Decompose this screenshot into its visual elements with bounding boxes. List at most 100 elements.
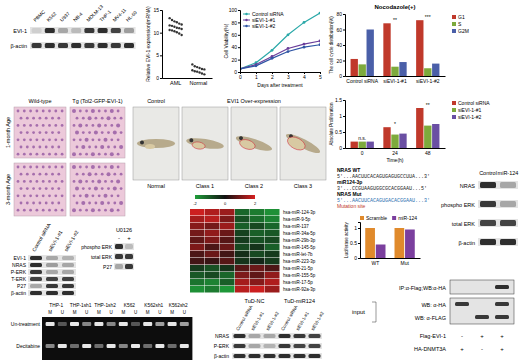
band — [71, 28, 81, 33]
cell — [29, 138, 32, 141]
cell — [39, 117, 42, 120]
bar — [391, 135, 398, 148]
tick-mark — [238, 60, 240, 61]
cell — [120, 187, 123, 190]
band — [125, 264, 133, 269]
cell — [36, 194, 39, 197]
cell — [97, 123, 101, 127]
band — [480, 182, 496, 188]
cell — [265, 251, 280, 258]
cell — [220, 265, 235, 272]
band — [294, 344, 306, 348]
point — [168, 17, 170, 19]
tick-label: siEVI-1-#1 — [383, 78, 407, 84]
plot-area — [351, 20, 440, 76]
cell — [235, 237, 250, 244]
tick-label: 2 — [271, 74, 274, 80]
point — [176, 26, 178, 28]
cell — [110, 152, 114, 156]
cell — [107, 116, 111, 120]
cell — [48, 138, 51, 141]
legend-swatch — [243, 14, 250, 15]
row-label: β-actin — [10, 43, 27, 49]
cell — [104, 138, 108, 142]
band — [500, 239, 516, 245]
membrane — [232, 333, 322, 339]
cell — [45, 187, 48, 190]
bar — [391, 67, 398, 76]
sign: + — [500, 346, 504, 352]
cell — [32, 202, 35, 205]
point — [303, 43, 306, 46]
cell — [110, 208, 114, 212]
row-label: P-ERK — [11, 269, 27, 275]
cell — [20, 187, 23, 190]
bar — [365, 228, 375, 258]
band — [168, 322, 177, 326]
band — [500, 182, 516, 188]
legend-swatch — [452, 115, 456, 119]
bar-chart: 00.51WTMutLuciferase activityScramblemiR… — [344, 215, 421, 266]
cell — [104, 153, 107, 156]
point — [198, 67, 200, 69]
cell — [235, 223, 250, 230]
cell — [120, 173, 123, 176]
tick-mark — [358, 258, 360, 259]
membrane — [30, 27, 136, 34]
cell — [104, 166, 107, 169]
figure-container: 051015AMLNormalRelative EVI-1 expression… — [0, 0, 520, 363]
cell — [107, 202, 110, 205]
fish-yolk — [192, 141, 206, 150]
tick: 0 — [354, 255, 360, 261]
annotation: n.s. — [358, 135, 366, 141]
row-label: hsa-miR-92a-3p — [283, 287, 316, 292]
lane-label: K562sh2 — [169, 303, 188, 308]
point — [191, 69, 193, 71]
cell — [235, 251, 250, 258]
axis: Control siRNAsiEVI-1-#1siEVI-1-#2 — [346, 76, 446, 84]
cell — [113, 131, 117, 135]
cell — [82, 187, 85, 190]
cell — [235, 286, 250, 293]
cell — [92, 138, 95, 141]
cell — [26, 187, 29, 190]
cell — [32, 187, 35, 190]
row-label: P27 — [17, 283, 26, 289]
color-bar-tick: -2 — [193, 201, 197, 206]
band — [62, 291, 74, 295]
cell — [79, 138, 82, 141]
cell — [85, 194, 89, 198]
band — [46, 270, 58, 274]
point — [171, 29, 173, 31]
cell — [42, 138, 45, 141]
band — [475, 302, 489, 306]
band — [249, 354, 261, 358]
cell — [120, 117, 123, 120]
cell — [36, 110, 39, 113]
row-label: IP:α-Flag;WB:α-HA — [399, 285, 446, 291]
cell — [54, 138, 57, 141]
membrane — [478, 238, 518, 246]
cell — [235, 209, 250, 216]
tick: 15 — [153, 7, 162, 13]
cell — [57, 202, 60, 205]
cell — [250, 251, 265, 258]
band — [131, 344, 140, 348]
image — [70, 107, 125, 158]
tick: 1 — [339, 113, 345, 119]
cell — [48, 180, 51, 183]
cell — [85, 124, 88, 127]
cell — [110, 180, 113, 183]
cell — [45, 202, 48, 205]
point — [201, 68, 203, 70]
fish-eye — [140, 141, 144, 145]
fish-body — [186, 136, 225, 151]
cell — [94, 131, 98, 135]
tick-label: 60 — [336, 27, 342, 33]
tick: WT — [371, 258, 379, 266]
cell — [110, 138, 113, 141]
point — [178, 32, 180, 34]
row-header: 1-month Age — [5, 117, 11, 148]
tick: 0 — [361, 148, 364, 156]
band — [480, 239, 496, 245]
